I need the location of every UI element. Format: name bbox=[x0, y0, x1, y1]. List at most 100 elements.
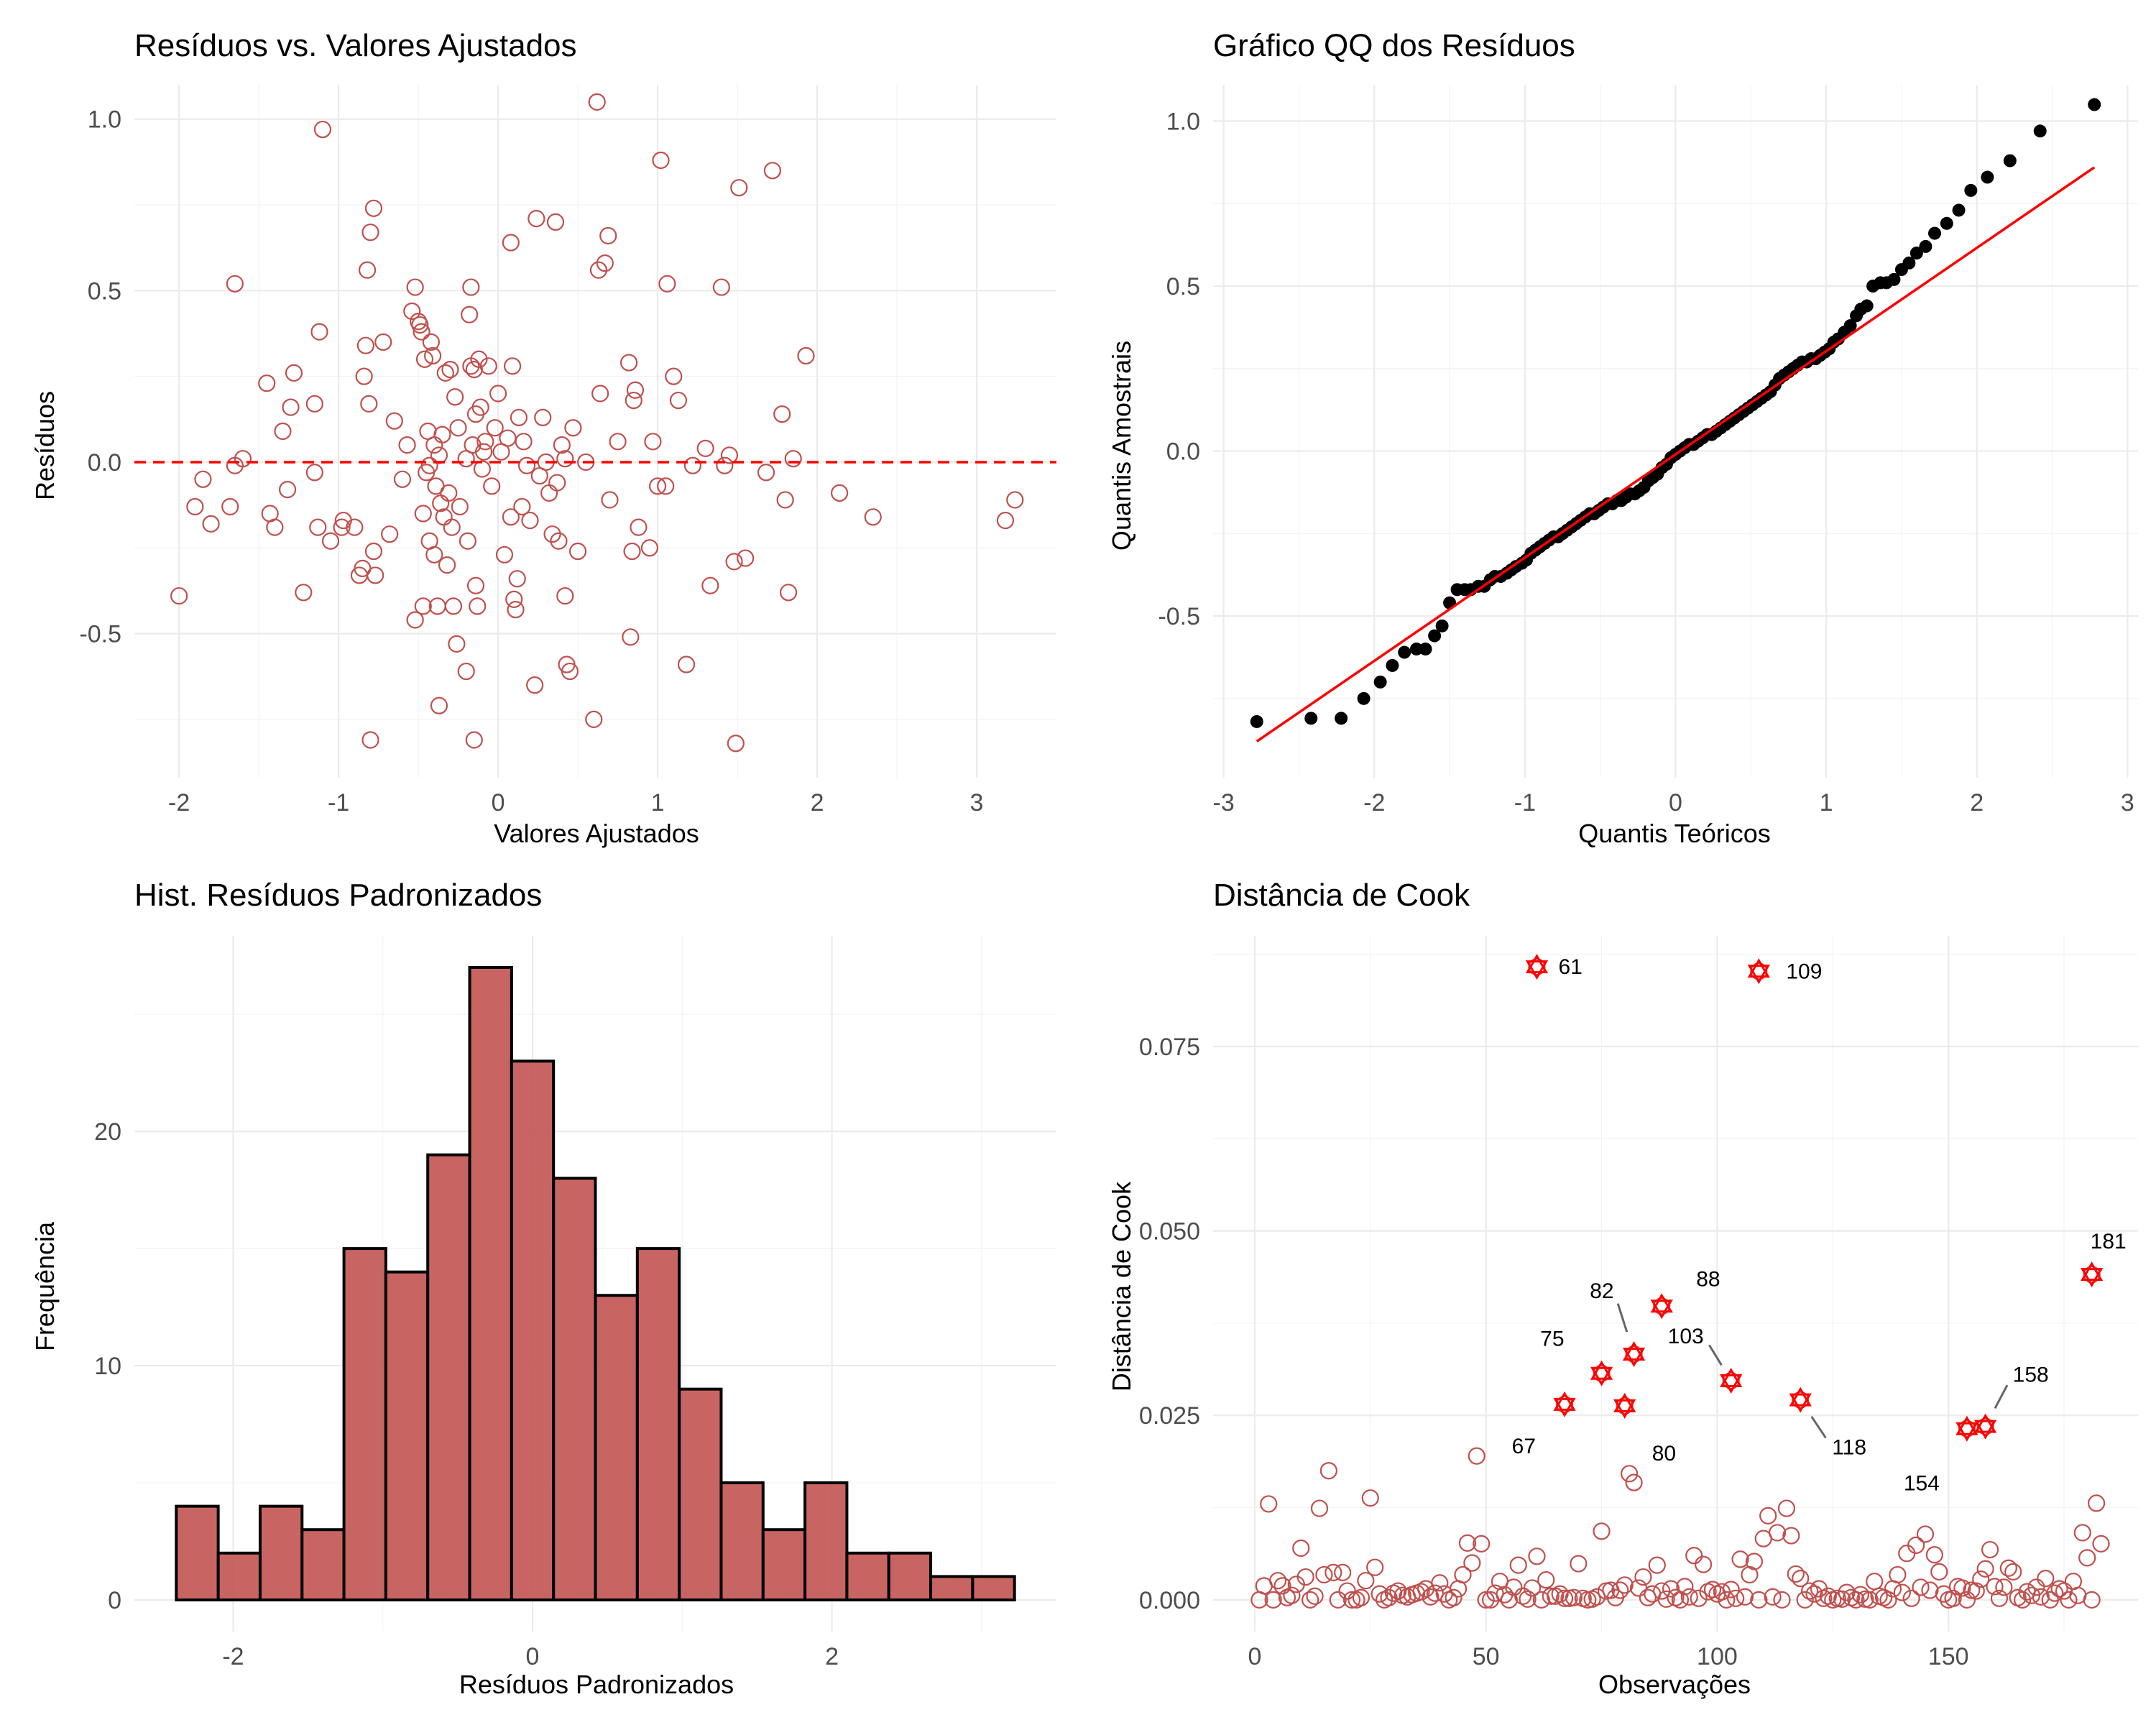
influential-marker bbox=[1590, 1360, 1613, 1380]
residual-point bbox=[433, 426, 451, 443]
cooks-distance-point bbox=[1976, 1560, 1994, 1578]
cooks-distance-point bbox=[1523, 1579, 1542, 1597]
x-tick-labels: 0 50 100 150 bbox=[1248, 1643, 1968, 1670]
observation-label: 67 bbox=[1512, 1435, 1536, 1458]
cooks-distance-point bbox=[1851, 1586, 1869, 1604]
influential-marker bbox=[1622, 1348, 1646, 1368]
qq-point bbox=[1428, 629, 1442, 643]
qq-point bbox=[1398, 645, 1411, 659]
residual-point bbox=[305, 395, 323, 413]
qq-reference-line bbox=[1256, 166, 2096, 742]
observation-label: 154 bbox=[1904, 1472, 1940, 1496]
cooks-distance-point bbox=[1930, 1563, 1948, 1581]
residual-point bbox=[596, 254, 614, 272]
qq-point bbox=[1919, 239, 1932, 253]
histogram-bar bbox=[216, 1551, 262, 1601]
residual-point bbox=[784, 450, 802, 468]
residual-point bbox=[406, 278, 424, 296]
cooks-distance-point bbox=[1528, 958, 1546, 976]
x-tick-label: 0 bbox=[492, 789, 505, 816]
x-tick-label: -1 bbox=[1514, 789, 1536, 816]
y-tick-label: 0 bbox=[108, 1587, 121, 1614]
observation-label: 82 bbox=[1590, 1279, 1613, 1303]
residual-point bbox=[459, 532, 477, 550]
x-axis-label: Resíduos Padronizados bbox=[459, 1670, 734, 1699]
cooks-distance-point bbox=[1325, 1563, 1342, 1581]
cooks-distance-point bbox=[1519, 1590, 1537, 1608]
residual-point bbox=[712, 278, 730, 296]
residual-point bbox=[652, 151, 670, 170]
residual-point bbox=[515, 433, 533, 451]
residual-point bbox=[720, 446, 739, 464]
cooks-distance-point bbox=[1565, 1588, 1583, 1606]
residual-point bbox=[677, 656, 696, 673]
residual-point bbox=[513, 497, 531, 516]
histogram-bar bbox=[342, 1247, 387, 1601]
qq-point bbox=[1928, 226, 1942, 240]
cooks-distance-point bbox=[2037, 1569, 2055, 1588]
cooks-distance-point bbox=[1703, 1581, 1722, 1598]
panel-title: Distância de Cook bbox=[1213, 878, 1470, 913]
residual-point bbox=[730, 179, 748, 197]
cooks-distance-point bbox=[1944, 1589, 1962, 1607]
residual-point bbox=[696, 439, 714, 457]
cooks-distance-point bbox=[1759, 1506, 1777, 1524]
residual-point bbox=[505, 590, 523, 608]
cooks-distance-point bbox=[1990, 1589, 2009, 1607]
influential-marker bbox=[1613, 1392, 1636, 1412]
residual-point bbox=[471, 398, 489, 416]
residual-point bbox=[658, 275, 676, 293]
residual-point bbox=[295, 584, 313, 602]
x-tick-label: 3 bbox=[2121, 789, 2134, 816]
cooks-distance-point bbox=[1764, 1588, 1782, 1606]
cooks-distance-point bbox=[1268, 1572, 1287, 1590]
y-tick-label: 0.5 bbox=[88, 277, 121, 305]
influential-marker bbox=[1525, 954, 1549, 974]
cooks-distance-point bbox=[1639, 1588, 1657, 1606]
cooks-distance-point bbox=[1792, 1569, 1810, 1588]
cooks-distance-point bbox=[1805, 1585, 1823, 1603]
residual-point bbox=[683, 456, 702, 474]
y-axis-label: Resíduos bbox=[30, 391, 60, 500]
residual-point bbox=[625, 391, 642, 410]
residual-point bbox=[221, 497, 239, 516]
residual-point bbox=[258, 374, 276, 392]
cooks-distance-point bbox=[1621, 1465, 1639, 1483]
x-tick-label: 50 bbox=[1473, 1643, 1500, 1670]
cooks-distance-point bbox=[2083, 1591, 2101, 1609]
residual-point bbox=[443, 518, 461, 536]
data-layer bbox=[134, 93, 1056, 753]
residual-point bbox=[476, 433, 494, 451]
qq-point bbox=[1981, 170, 1994, 184]
panel-title: Resíduos vs. Valores Ajustados bbox=[134, 28, 577, 63]
cooks-distance-point bbox=[1722, 1371, 1740, 1390]
influential-marker bbox=[1955, 1415, 1978, 1435]
cooks-distance-point bbox=[1695, 1555, 1713, 1573]
observation-label: 109 bbox=[1786, 960, 1822, 983]
cooks-distance-point bbox=[1995, 1578, 2013, 1596]
observation-label: 80 bbox=[1652, 1442, 1676, 1466]
data-layer bbox=[175, 966, 1016, 1602]
residual-point bbox=[1006, 491, 1024, 509]
x-axis-label: Valores Ajustados bbox=[494, 819, 699, 848]
residual-point bbox=[466, 576, 485, 594]
cooks-distance-point bbox=[1283, 1586, 1301, 1604]
cooks-distance-point bbox=[1889, 1565, 1907, 1584]
cooks-distance-point bbox=[1953, 1579, 1971, 1597]
residual-point bbox=[553, 436, 571, 454]
residual-point bbox=[282, 398, 300, 416]
cooks-distance-point bbox=[1509, 1556, 1527, 1574]
cooks-distance-point bbox=[1976, 1417, 1994, 1435]
qq-point bbox=[2003, 154, 2017, 167]
x-tick-label: 0 bbox=[1669, 789, 1682, 816]
cooks-distance-point bbox=[1750, 962, 1768, 980]
cooks-distance-point bbox=[1593, 1522, 1611, 1540]
cooks-distance-point bbox=[1306, 1587, 1324, 1605]
y-tick-label: -0.5 bbox=[1158, 603, 1200, 630]
cooks-distance-point bbox=[1736, 1588, 1754, 1606]
cooks-distance-point bbox=[2022, 1586, 2041, 1604]
influential-marker bbox=[1553, 1397, 1576, 1417]
cooks-distance-point bbox=[1648, 1556, 1666, 1574]
residual-point bbox=[444, 597, 463, 615]
y-tick-label: 0.050 bbox=[1139, 1218, 1200, 1246]
